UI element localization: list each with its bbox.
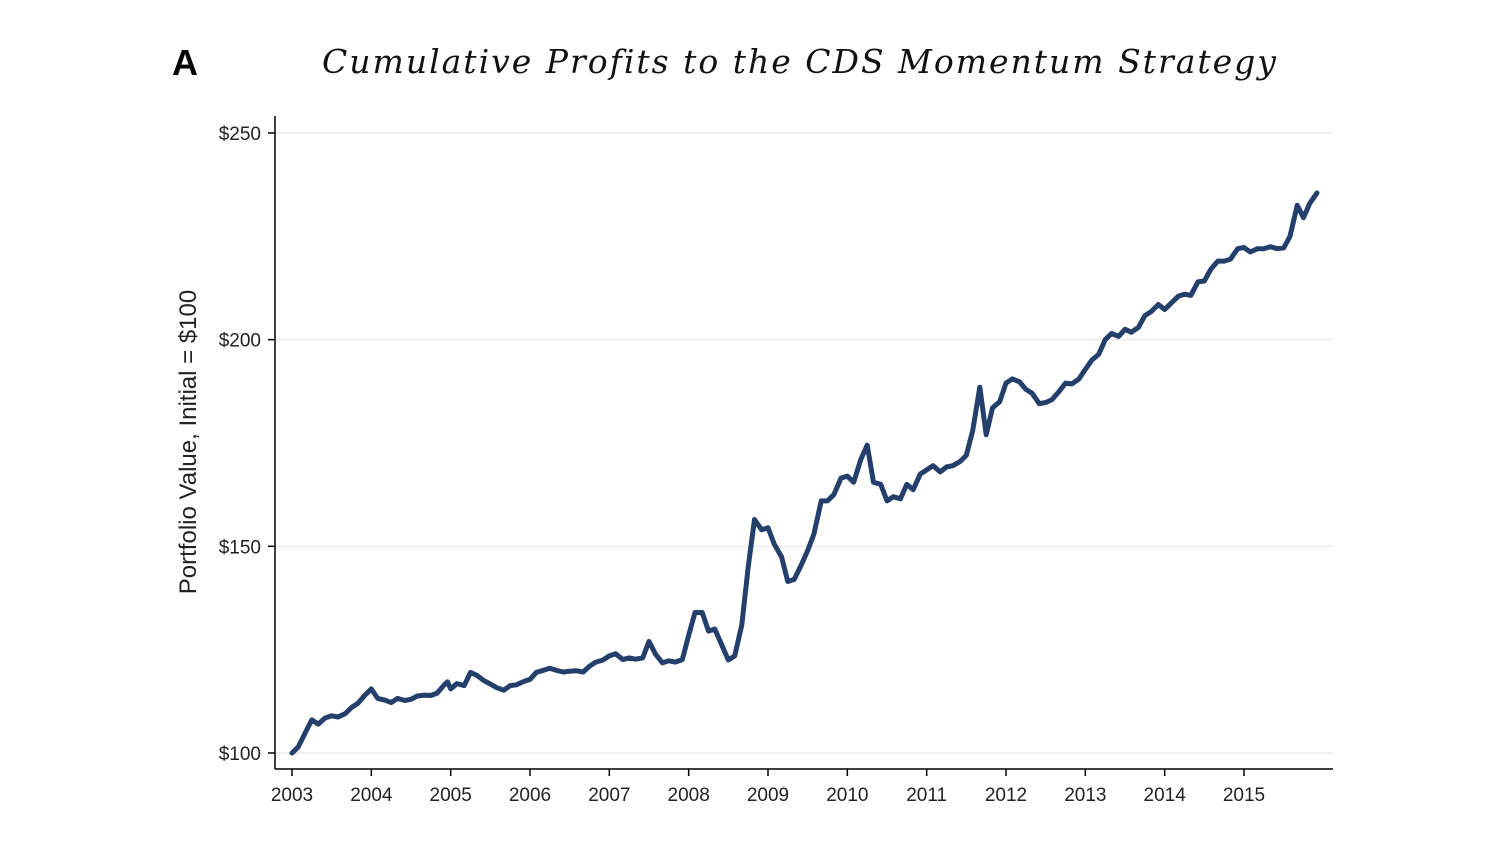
- y-tick-label: $150: [219, 537, 261, 558]
- x-tick-label: 2009: [747, 785, 789, 806]
- gridlines: [275, 132, 1333, 754]
- axes: [274, 116, 1333, 770]
- series-line: [289, 190, 1320, 756]
- x-tick-label: 2010: [826, 785, 868, 806]
- y-axis-label: Portfolio Value, Initial = $100: [175, 290, 202, 594]
- series-group: [289, 190, 1320, 756]
- x-tick-label: 2015: [1223, 785, 1265, 806]
- x-tick-label: 2013: [1064, 785, 1106, 806]
- x-tick-label: 2012: [985, 785, 1027, 806]
- y-tick-label: $200: [219, 331, 261, 352]
- x-tick-label: 2011: [906, 785, 947, 806]
- x-tick-label: 2007: [588, 785, 630, 806]
- y-tick-label: $250: [219, 124, 261, 145]
- y-tick-label: $100: [219, 744, 261, 765]
- chart-title: Cumulative Profits to the CDS Momentum S…: [322, 42, 1278, 81]
- x-ticks: 2003 2004 2005 2006 2007 2008 2009 2010 2011 2012…: [271, 769, 1265, 806]
- x-tick-label: 2014: [1144, 785, 1187, 806]
- x-tick-label: 2008: [668, 785, 710, 806]
- y-ticks: $100 $150 $200 $250: [219, 124, 275, 765]
- x-tick-label: 2006: [509, 785, 551, 806]
- x-tick-label: 2003: [271, 785, 313, 806]
- x-tick-label: 2004: [350, 785, 393, 806]
- x-tick-label: 2005: [430, 785, 472, 806]
- panel-letter: A: [172, 42, 198, 83]
